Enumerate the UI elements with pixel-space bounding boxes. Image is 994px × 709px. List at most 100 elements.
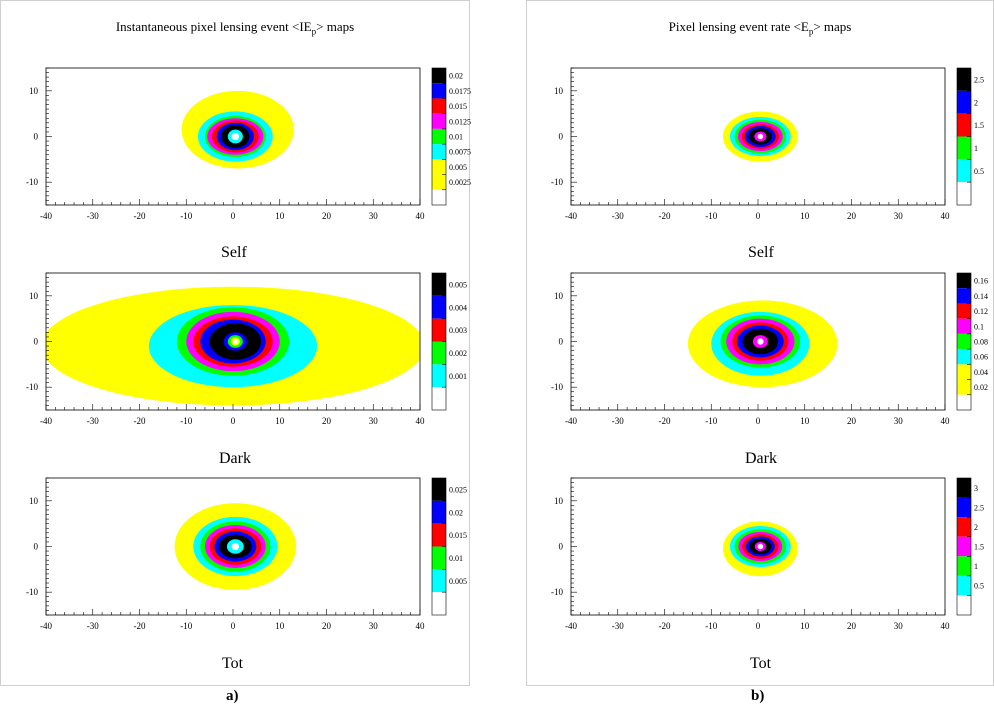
colorbar-band (432, 569, 446, 593)
x-tick-label: -10 (180, 211, 192, 221)
y-tick-label: 10 (29, 496, 39, 506)
colorbar-band (432, 189, 446, 205)
x-tick-label: 0 (756, 416, 761, 426)
colorbar-band (432, 295, 446, 319)
y-tick-label: -10 (551, 382, 563, 392)
x-tick-label: 30 (894, 621, 904, 631)
colorbar-band (432, 318, 446, 342)
colorbar-label: 0.0175 (449, 87, 471, 96)
x-tick-label: -40 (40, 621, 52, 631)
colorbar-label: 0.004 (449, 303, 467, 312)
x-tick-label: -40 (40, 211, 52, 221)
x-tick-label: 20 (847, 416, 857, 426)
y-tick-label: 10 (554, 86, 564, 96)
colorbar-band (432, 500, 446, 524)
colorbar-label: 0.0075 (449, 148, 471, 157)
x-tick-label: 20 (847, 211, 857, 221)
panel-b-caption: b) (751, 688, 765, 704)
x-tick-label: 30 (894, 416, 904, 426)
x-tick-label: -20 (134, 211, 146, 221)
heatmap-svg: -40 -30 -20 -10 0 10 20 30 40 10 0 -10 3 2.5 2 1.5 1 0.5 (551, 477, 984, 631)
colorbar-label: 0.16 (974, 277, 988, 286)
colorbar-band (957, 333, 971, 350)
colorbar-band (432, 174, 446, 190)
colorbar-label: 0.015 (449, 102, 467, 111)
colorbar-label: 0.06 (974, 353, 988, 362)
panel-a-title: Instantaneous pixel lensing event <IEp> … (115, 19, 355, 37)
colorbar-band (957, 497, 971, 518)
colorbar-label: 0.08 (974, 338, 988, 347)
x-tick-label: -10 (705, 211, 717, 221)
x-tick-label: 40 (941, 211, 951, 221)
y-tick-label: -10 (26, 382, 38, 392)
x-tick-label: 20 (847, 621, 857, 631)
x-tick-label: -20 (659, 621, 671, 631)
contour-core-white (233, 339, 238, 344)
plot-label-b-self: Self (748, 244, 774, 261)
colorbar-band (432, 68, 446, 84)
y-tick-label: 10 (29, 291, 39, 301)
y-tick-label: 0 (559, 337, 564, 347)
heatmap-svg: -40 -30 -20 -10 0 10 20 30 40 10 0 -10 0.16 0.14 0.12 0… (551, 272, 988, 426)
colorbar-band (957, 595, 971, 615)
colorbar-label: 2 (974, 523, 978, 532)
colorbar-label: 0.0125 (449, 117, 471, 126)
colorbar-band (957, 159, 971, 183)
colorbar-label: 0.02 (974, 383, 988, 392)
colorbar-label: 0.1 (974, 322, 984, 331)
colorbar-label: 0.002 (449, 349, 467, 358)
panel-b-title: Pixel lensing event rate <Ep> maps (668, 19, 852, 37)
y-tick-label: -10 (551, 177, 563, 187)
contour-core-inner (757, 338, 764, 345)
colorbar-band (432, 128, 446, 145)
colorbar-label: 1.5 (974, 121, 984, 130)
x-tick-label: 0 (231, 416, 236, 426)
x-tick-label: -30 (612, 211, 624, 221)
plot-label-a-dark: Dark (219, 450, 251, 467)
x-tick-label: -40 (565, 416, 577, 426)
colorbar-frame (431, 67, 447, 206)
colorbar-band (957, 575, 971, 596)
colorbar-label: 0.02 (449, 508, 463, 517)
x-tick-label: 40 (941, 416, 951, 426)
x-tick-label: -20 (134, 416, 146, 426)
y-tick-label: -10 (26, 177, 38, 187)
heatmap-svg: -40 -30 -20 -10 0 10 20 30 40 10 0 -10 2.5 2 1.5 1 0.5 (551, 67, 984, 221)
colorbar-label: 0.5 (974, 167, 984, 176)
colorbar-band (957, 113, 971, 137)
colorbar-label: 0.005 (449, 163, 467, 172)
x-tick-label: 30 (369, 211, 379, 221)
plot-label-b-tot: Tot (750, 655, 772, 672)
y-tick-label: 10 (554, 496, 564, 506)
x-tick-label: 20 (322, 621, 332, 631)
x-tick-label: -30 (87, 621, 99, 631)
colorbar-label: 0.003 (449, 326, 467, 335)
colorbar-band (432, 98, 446, 114)
x-tick-label: 10 (275, 416, 285, 426)
colorbar-band (957, 517, 971, 537)
x-tick-label: -30 (612, 621, 624, 631)
colorbar-label: 0.04 (974, 368, 988, 377)
y-tick-label: 0 (559, 132, 564, 142)
x-tick-label: -10 (180, 621, 192, 631)
x-tick-label: -30 (612, 416, 624, 426)
colorbar-band (957, 364, 971, 380)
x-tick-label: -40 (565, 621, 577, 631)
colorbar-band (957, 303, 971, 319)
colorbar-label: 0.01 (449, 133, 463, 142)
x-tick-label: 0 (756, 621, 761, 631)
colorbar-band (957, 349, 971, 365)
x-tick-label: -20 (659, 211, 671, 221)
colorbar-band (957, 68, 971, 91)
colorbar-label: 0.0025 (449, 178, 471, 187)
x-tick-label: -20 (659, 416, 671, 426)
x-tick-label: 40 (416, 416, 426, 426)
colorbar-band (957, 536, 971, 557)
x-tick-label: 0 (756, 211, 761, 221)
colorbar-label: 2.5 (974, 75, 984, 84)
colorbar-label: 0.12 (974, 307, 988, 316)
y-tick-label: 10 (29, 86, 39, 96)
x-tick-label: 20 (322, 211, 332, 221)
colorbar-band (957, 182, 971, 205)
x-tick-label: -30 (87, 211, 99, 221)
